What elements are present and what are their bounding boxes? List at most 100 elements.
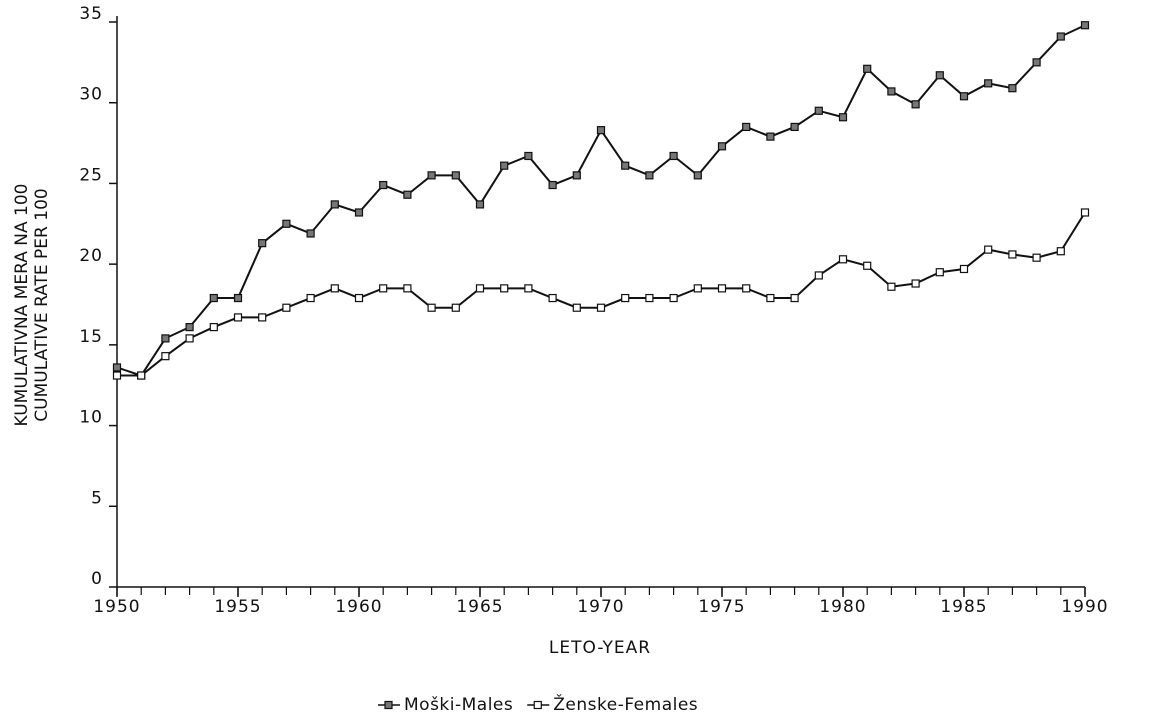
point [669,293,678,303]
point [621,161,630,170]
point [185,323,194,332]
point [475,284,485,293]
point [137,371,146,380]
y-tick-label: 15 [79,327,103,347]
point [645,171,654,180]
point [717,284,727,293]
point [572,171,581,180]
point [185,334,194,343]
point [306,293,315,303]
point [1056,32,1065,41]
point [669,151,678,161]
point [500,161,509,170]
point [984,245,993,254]
point [935,71,944,80]
point [548,293,557,303]
x-tick-label: 1980 [819,597,866,617]
y-tick-label: 5 [91,488,103,508]
point [403,190,412,199]
point [1032,253,1041,262]
point [572,303,581,312]
point [717,142,727,151]
legend-marker [533,700,542,710]
point [500,284,509,293]
point [1080,21,1090,30]
y-tick-label: 0 [91,569,103,589]
point [427,303,436,312]
point [814,271,823,280]
point [282,219,291,228]
point [766,132,775,141]
point [911,279,920,288]
point [548,180,557,190]
point [742,122,751,132]
point [379,284,388,293]
point [766,293,775,303]
point [209,323,218,332]
point [911,100,920,109]
point [379,180,388,190]
x-axis-label: LETO-YEAR [549,638,651,658]
point [863,261,872,270]
point [596,126,606,135]
point [112,363,122,372]
point [959,92,969,101]
point [161,334,170,343]
point [330,284,339,293]
point [959,264,969,274]
point [233,313,243,322]
legend-marker [384,700,393,710]
point [403,284,412,293]
x-tick-label: 1990 [1061,597,1108,617]
point [863,64,872,73]
y-tick-label: 25 [79,165,103,185]
point [935,268,944,277]
x-tick-label: 1965 [456,597,503,617]
y-tick-label: 20 [79,246,103,266]
point [1056,247,1065,256]
series-line [117,211,1086,377]
point [451,171,460,180]
point [838,113,848,122]
point [790,122,799,132]
x-tick-label: 1950 [93,597,140,617]
point [475,200,485,209]
point [354,208,364,217]
point [306,229,315,238]
point [887,282,896,291]
point [233,293,243,303]
legend-label: Moški-Males [404,695,513,715]
x-tick-label: 1970 [577,597,624,617]
point [645,293,654,303]
point [693,284,702,293]
point [887,87,896,96]
x-tick-label: 1985 [940,597,987,617]
point [524,284,533,293]
point [161,352,170,361]
point [693,171,702,180]
y-tick-label: 35 [79,4,103,24]
y-axis-label: KUMULATIVNA MERA NA 100 [12,184,32,427]
point [742,284,751,293]
point [1080,208,1090,217]
point [258,313,267,322]
y-tick-label: 10 [79,408,103,428]
x-tick-label: 1975 [698,597,745,617]
x-tick-label: 1960 [335,597,382,617]
point [209,293,218,303]
point [596,303,606,312]
point [814,106,823,115]
point [838,255,848,264]
point [354,293,364,303]
x-tick-label: 1955 [214,597,261,617]
point [1008,84,1017,93]
point [112,371,122,380]
point [790,293,799,303]
y-tick-label: 30 [79,85,103,105]
point [1032,58,1041,67]
point [330,200,339,209]
point [258,239,267,248]
point [984,79,993,88]
